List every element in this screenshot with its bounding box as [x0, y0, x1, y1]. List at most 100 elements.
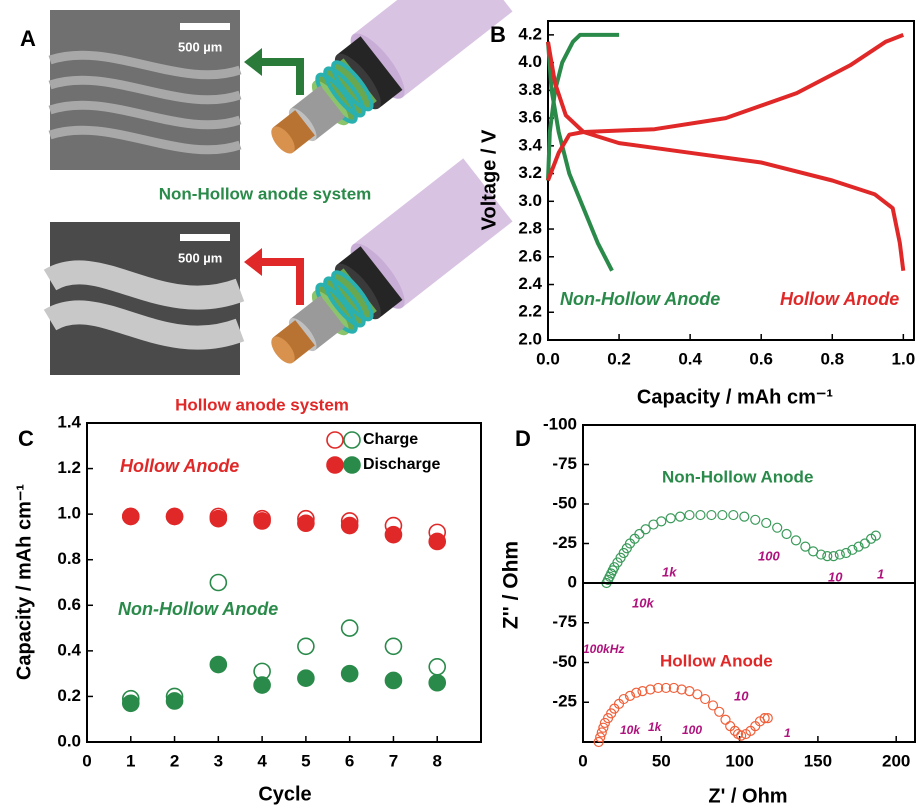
- x-tick-label: 50: [652, 751, 671, 770]
- point: [342, 666, 358, 682]
- x-tick-label: 7: [389, 751, 398, 770]
- y-tick-label: 3.0: [518, 191, 542, 210]
- x-tick-label: 1: [126, 751, 135, 770]
- y-tick-label: -75: [552, 612, 577, 631]
- caption: Non-Hollow anode system: [159, 184, 372, 203]
- y-tick-label: -50: [552, 493, 577, 512]
- x-tick-label: 0.4: [678, 349, 702, 368]
- point: [298, 670, 314, 686]
- panel-label: D: [515, 426, 531, 451]
- point: [685, 511, 694, 520]
- x-tick-label: 0: [578, 751, 587, 770]
- panel-label: A: [20, 26, 36, 51]
- panel-label: C: [18, 426, 34, 451]
- annotation: 1: [784, 726, 791, 740]
- point: [718, 511, 727, 520]
- x-tick-label: 5: [301, 751, 310, 770]
- figure: A 500 µm 500 µm Non-Hollow anode system …: [0, 0, 922, 808]
- x-tick-label: 1.0: [892, 349, 916, 368]
- legend-label: Charge: [363, 431, 418, 448]
- point: [721, 715, 730, 724]
- arrowhead: [244, 48, 262, 76]
- y-axis-label: Voltage / V: [478, 129, 500, 230]
- x-tick-label: 150: [804, 751, 832, 770]
- legend-label: Discharge: [363, 456, 440, 473]
- annotation: Non-Hollow Anode: [662, 467, 813, 486]
- annotation: Non-Hollow Anode: [118, 599, 278, 619]
- arrow: [258, 262, 300, 305]
- point: [123, 508, 139, 524]
- scale-label: 500 µm: [178, 250, 222, 265]
- y-tick-label: 4.0: [518, 52, 542, 71]
- annotation: 10k: [620, 723, 641, 737]
- x-axis-label: Z' / Ohm: [708, 785, 787, 807]
- annotation: Hollow Anode: [780, 289, 899, 309]
- y-tick-label: -100: [543, 414, 577, 433]
- annotation: 10k: [632, 595, 654, 610]
- annotation: 100: [758, 548, 780, 563]
- point: [298, 638, 314, 654]
- y-tick-label: 4.2: [518, 24, 542, 43]
- point: [210, 657, 226, 673]
- page: {"panel_a": {"label": "A", "scale_bars":…: [0, 0, 922, 808]
- point: [254, 513, 270, 529]
- y-axis-label: Capacity / mAh cm⁻¹: [13, 484, 35, 681]
- annotation: 1: [877, 566, 884, 581]
- point: [385, 527, 401, 543]
- point: [210, 511, 226, 527]
- scale-bar: [180, 23, 230, 30]
- x-tick-label: 0.0: [536, 349, 560, 368]
- point: [773, 523, 782, 532]
- arrowhead: [244, 248, 262, 276]
- cable: [252, 0, 512, 176]
- x-tick-label: 6: [345, 751, 354, 770]
- y-tick-label: 2.4: [518, 274, 542, 293]
- y-tick-label: 1.2: [57, 458, 81, 477]
- annotation: 10: [734, 688, 749, 703]
- point: [817, 550, 826, 559]
- y-tick-label: -25: [552, 533, 577, 552]
- y-tick-label: 1.0: [57, 504, 81, 523]
- point: [762, 518, 771, 527]
- point: [298, 515, 314, 531]
- annotation: Non-Hollow Anode: [560, 289, 720, 309]
- x-tick-label: 4: [257, 751, 267, 770]
- point: [385, 638, 401, 654]
- point: [429, 675, 445, 691]
- point: [385, 672, 401, 688]
- y-tick-label: 2.0: [518, 329, 542, 348]
- point: [715, 707, 724, 716]
- y-tick-label: 0: [568, 572, 577, 591]
- annotation: Hollow Anode: [660, 651, 773, 670]
- annotation: 100kHz: [583, 642, 624, 656]
- point: [751, 515, 760, 524]
- x-tick-label: 0.2: [607, 349, 631, 368]
- x-tick-label: 0: [82, 751, 91, 770]
- point: [657, 517, 666, 526]
- point: [342, 518, 358, 534]
- y-tick-label: 3.4: [518, 135, 542, 154]
- x-tick-label: 0.6: [749, 349, 773, 368]
- y-tick-label: -75: [552, 454, 577, 473]
- x-tick-label: 8: [432, 751, 441, 770]
- annotation: 1k: [648, 720, 663, 734]
- point: [254, 677, 270, 693]
- y-tick-label: 0.4: [57, 640, 81, 659]
- scale-label: 500 µm: [178, 39, 222, 54]
- legend-symbol: [327, 432, 343, 448]
- x-tick-label: 0.8: [820, 349, 844, 368]
- legend-symbol: [344, 432, 360, 448]
- annotation: Hollow Anode: [120, 456, 239, 476]
- annotation: 1k: [662, 564, 677, 579]
- point: [829, 552, 838, 561]
- y-tick-label: 0.8: [57, 549, 81, 568]
- point: [835, 550, 844, 559]
- annotation: 100: [682, 723, 702, 737]
- y-tick-label: 3.6: [518, 108, 542, 127]
- legend-symbol: [344, 457, 360, 473]
- y-tick-label: -50: [552, 652, 577, 671]
- x-tick-label: 3: [214, 751, 223, 770]
- y-tick-label: 2.6: [518, 246, 542, 265]
- y-tick-label: -25: [552, 692, 577, 711]
- x-tick-label: 2: [170, 751, 179, 770]
